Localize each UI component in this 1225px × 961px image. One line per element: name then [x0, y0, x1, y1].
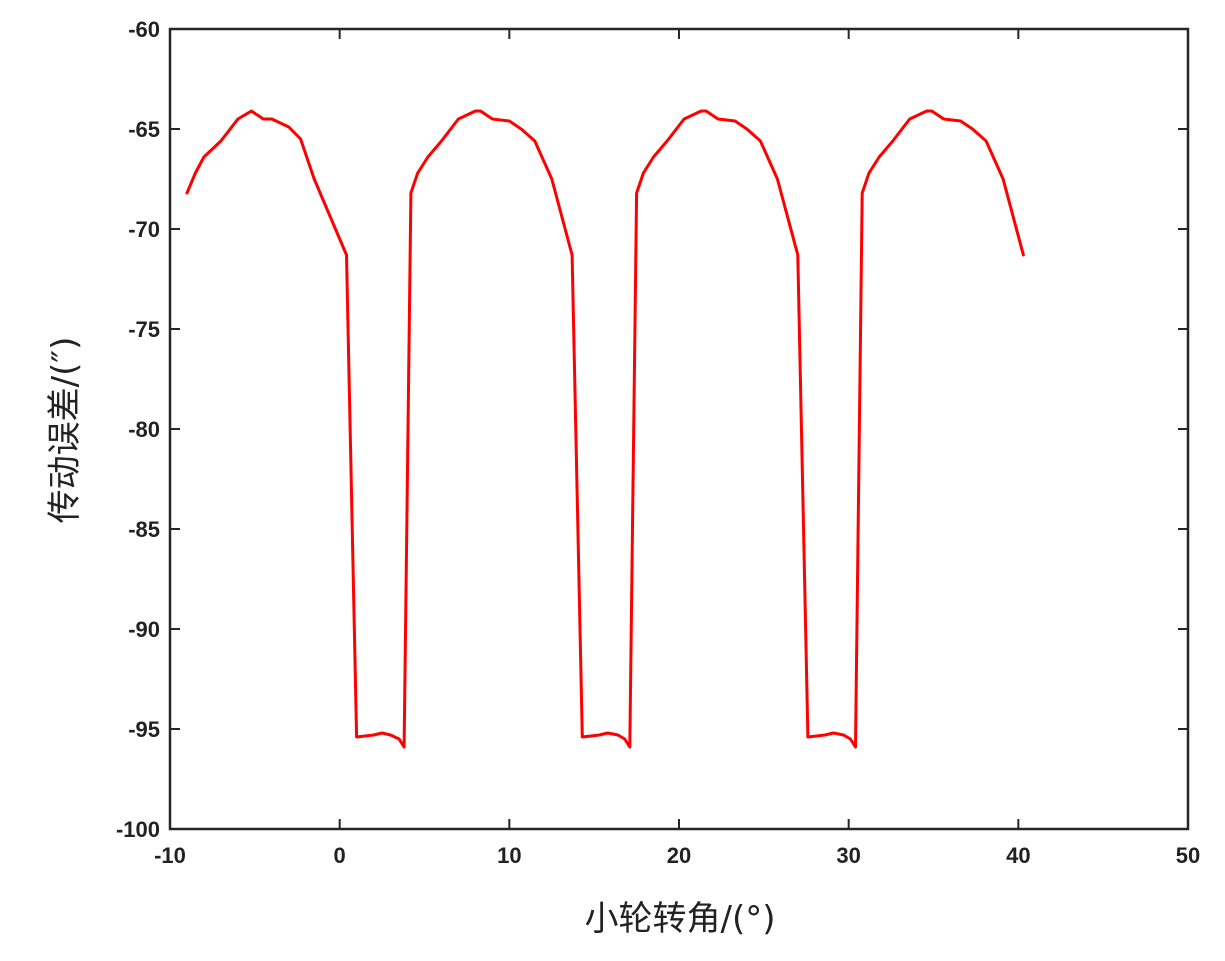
series-line	[185, 109, 1025, 749]
ticks-layer: -10 0 10 20 30 40 50-60-65-70-75-80-85-90-95-1…	[116, 17, 1200, 868]
y-tick-label: -100	[116, 817, 160, 842]
x-tick-label: 20	[667, 843, 691, 868]
x-tick-label: 30	[836, 843, 860, 868]
x-tick-label: -10	[154, 843, 186, 868]
y-tick-label: -75	[128, 317, 160, 342]
x-tick-label: 10	[497, 843, 521, 868]
y-tick-label: -70	[128, 217, 160, 242]
x-tick-label: 50	[1176, 843, 1200, 868]
x-tick-label: 40	[1006, 843, 1030, 868]
y-axis-title: 传动误差/(″)	[45, 337, 85, 524]
y-tick-label: -85	[128, 517, 160, 542]
y-tick-label: -90	[128, 617, 160, 642]
y-tick-label: -80	[128, 417, 160, 442]
x-axis-title: 小轮转角/(°)	[585, 899, 776, 939]
y-tick-label: -95	[128, 717, 160, 742]
plot-frame	[168, 27, 1190, 831]
y-tick-label: -60	[128, 17, 160, 42]
series-layer	[185, 109, 1025, 749]
x-tick-label: 0	[334, 843, 346, 868]
y-tick-label: -65	[128, 117, 160, 142]
